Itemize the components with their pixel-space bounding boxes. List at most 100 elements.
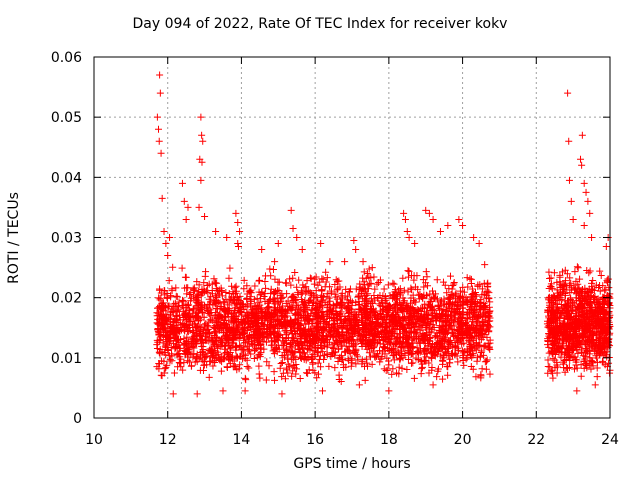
data-point bbox=[300, 350, 308, 358]
data-point bbox=[164, 252, 172, 260]
y-tick-label: 0.06 bbox=[51, 50, 82, 66]
data-point bbox=[389, 365, 397, 373]
data-point bbox=[327, 330, 335, 338]
data-point bbox=[164, 346, 172, 354]
data-point bbox=[282, 339, 290, 347]
data-point bbox=[195, 287, 203, 295]
data-point bbox=[399, 274, 407, 282]
data-point bbox=[227, 313, 235, 321]
data-point bbox=[359, 274, 367, 282]
data-point bbox=[273, 286, 281, 294]
data-point bbox=[205, 329, 213, 337]
data-point bbox=[416, 345, 424, 353]
data-point bbox=[239, 355, 247, 363]
data-point bbox=[446, 318, 454, 326]
data-point bbox=[333, 295, 341, 303]
data-point bbox=[547, 274, 555, 282]
data-point bbox=[463, 331, 471, 339]
data-point bbox=[322, 323, 330, 331]
data-point bbox=[478, 291, 486, 299]
data-point bbox=[250, 340, 258, 348]
data-point bbox=[417, 304, 425, 312]
data-point bbox=[341, 347, 349, 355]
data-point bbox=[318, 337, 326, 345]
data-point bbox=[401, 215, 409, 223]
data-point bbox=[546, 282, 554, 290]
data-point bbox=[234, 218, 242, 226]
data-point bbox=[198, 305, 206, 313]
data-point bbox=[160, 325, 168, 333]
data-point bbox=[556, 273, 564, 281]
data-point bbox=[405, 348, 413, 356]
data-point bbox=[577, 155, 585, 163]
data-point bbox=[483, 280, 491, 288]
data-point bbox=[410, 323, 418, 331]
data-point bbox=[201, 212, 209, 220]
data-point bbox=[586, 307, 594, 315]
data-point bbox=[593, 301, 601, 309]
data-point bbox=[155, 365, 163, 373]
data-point bbox=[220, 321, 228, 329]
data-point bbox=[423, 335, 431, 343]
data-point bbox=[403, 366, 411, 374]
data-point bbox=[550, 346, 558, 354]
data-point bbox=[350, 237, 358, 245]
data-point bbox=[226, 323, 234, 331]
data-point bbox=[330, 302, 338, 310]
data-point bbox=[208, 349, 216, 357]
data-point bbox=[549, 374, 557, 382]
data-point bbox=[391, 305, 399, 313]
data-point bbox=[197, 298, 205, 306]
data-point bbox=[601, 315, 609, 323]
data-point bbox=[184, 302, 192, 310]
data-point bbox=[544, 356, 552, 364]
data-point bbox=[371, 353, 379, 361]
data-point bbox=[405, 234, 413, 241]
data-point bbox=[558, 348, 566, 356]
data-point bbox=[544, 308, 552, 316]
data-point bbox=[589, 276, 597, 284]
data-point bbox=[345, 343, 353, 351]
data-point bbox=[439, 351, 447, 359]
data-point bbox=[289, 299, 297, 307]
data-point bbox=[570, 282, 578, 290]
data-point bbox=[309, 366, 317, 374]
data-point bbox=[233, 318, 241, 326]
data-point bbox=[569, 346, 577, 354]
data-point bbox=[344, 302, 352, 310]
data-point bbox=[413, 335, 421, 343]
data-point bbox=[585, 269, 593, 277]
data-point bbox=[251, 319, 259, 327]
data-point bbox=[211, 358, 219, 366]
x-tick-label: 12 bbox=[159, 432, 177, 448]
data-point bbox=[206, 345, 214, 353]
data-point bbox=[301, 297, 309, 305]
data-point bbox=[166, 234, 174, 241]
data-point bbox=[378, 299, 386, 307]
data-point bbox=[325, 294, 333, 302]
data-point bbox=[393, 351, 400, 359]
data-point bbox=[211, 300, 219, 308]
data-point bbox=[247, 286, 255, 294]
data-point bbox=[600, 345, 608, 353]
data-point bbox=[468, 303, 476, 311]
data-point bbox=[481, 261, 489, 269]
data-point bbox=[181, 273, 189, 281]
data-point bbox=[409, 359, 417, 367]
data-point bbox=[438, 344, 446, 352]
data-point bbox=[172, 315, 180, 323]
data-point bbox=[565, 137, 573, 145]
data-point bbox=[423, 273, 431, 281]
data-point bbox=[411, 240, 419, 248]
data-point bbox=[274, 330, 282, 338]
data-point bbox=[281, 324, 289, 332]
data-point bbox=[370, 312, 378, 320]
data-point bbox=[176, 344, 184, 352]
data-point bbox=[407, 284, 415, 292]
data-point bbox=[308, 306, 316, 314]
data-point bbox=[160, 299, 168, 307]
data-point bbox=[265, 311, 273, 319]
data-point bbox=[338, 300, 346, 308]
data-point bbox=[592, 336, 600, 344]
data-point bbox=[184, 203, 192, 211]
